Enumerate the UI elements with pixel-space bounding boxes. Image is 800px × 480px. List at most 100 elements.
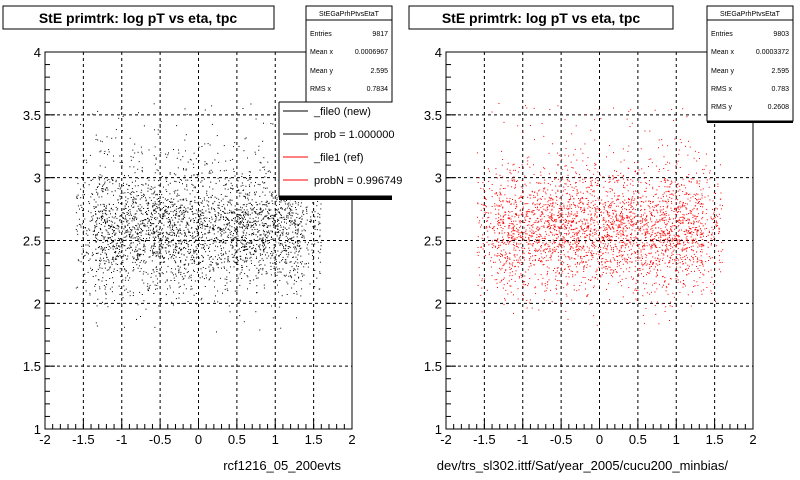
scatter-point (623, 184, 624, 186)
scatter-point (92, 230, 94, 232)
scatter-point (568, 208, 570, 210)
scatter-point (255, 248, 257, 250)
scatter-point (120, 108, 122, 110)
scatter-point (135, 231, 136, 233)
scatter-point (83, 159, 85, 161)
scatter-point (176, 235, 177, 237)
scatter-point (137, 223, 139, 225)
scatter-point (157, 231, 159, 233)
scatter-point (76, 230, 78, 232)
scatter-point (209, 144, 211, 146)
scatter-point (605, 235, 607, 237)
scatter-point (188, 263, 190, 265)
scatter-point (150, 225, 152, 227)
scatter-point (262, 250, 264, 252)
scatter-point (543, 188, 545, 190)
scatter-point (192, 237, 194, 239)
scatter-point (288, 212, 290, 213)
scatter-point (243, 261, 245, 263)
scatter-point (266, 252, 268, 254)
scatter-point (613, 231, 615, 233)
scatter-point (663, 284, 664, 286)
scatter-point (229, 202, 231, 204)
scatter-point (214, 201, 216, 203)
scatter-point (192, 207, 193, 209)
scatter-point (154, 238, 155, 240)
scatter-point (309, 220, 311, 222)
scatter-point (622, 222, 624, 224)
scatter-point (676, 266, 677, 268)
scatter-point (102, 185, 103, 187)
scatter-point (113, 260, 115, 262)
scatter-point (716, 245, 718, 247)
scatter-point (529, 262, 531, 264)
scatter-point (285, 244, 287, 246)
scatter-point (642, 248, 644, 250)
x-tick-label: -2 (39, 432, 51, 447)
scatter-point (575, 206, 577, 208)
scatter-point (520, 220, 522, 222)
scatter-point (93, 199, 95, 201)
scatter-point (174, 261, 176, 263)
scatter-point (138, 265, 140, 267)
scatter-point (651, 265, 652, 267)
scatter-point (225, 169, 227, 171)
scatter-point (286, 253, 288, 255)
scatter-point (696, 160, 698, 162)
scatter-point (98, 265, 100, 267)
scatter-point (160, 120, 162, 122)
scatter-point (156, 288, 158, 290)
scatter-point (89, 220, 91, 222)
scatter-point (526, 215, 528, 217)
scatter-point (169, 254, 171, 255)
scatter-point (696, 180, 698, 182)
scatter-point (258, 145, 260, 147)
scatter-point (108, 269, 110, 271)
scatter-point (162, 217, 164, 219)
scatter-point (688, 140, 689, 142)
scatter-point (165, 236, 166, 238)
scatter-point (267, 161, 269, 163)
scatter-point (537, 250, 539, 252)
scatter-point (568, 233, 569, 235)
scatter-point (260, 254, 262, 256)
scatter-point (248, 178, 250, 180)
scatter-point (540, 174, 542, 176)
scatter-point (197, 267, 199, 269)
scatter-point (144, 251, 146, 253)
scatter-point (110, 220, 112, 222)
scatter-point (85, 227, 86, 229)
scatter-point (606, 234, 608, 236)
scatter-point (156, 231, 158, 233)
scatter-point (632, 279, 634, 280)
scatter-point (296, 217, 298, 218)
scatter-point (246, 177, 247, 179)
scatter-point (560, 206, 562, 208)
scatter-point (176, 228, 178, 230)
scatter-point (568, 227, 570, 229)
scatter-point (98, 176, 100, 178)
scatter-point (242, 239, 243, 241)
scatter-point (95, 201, 97, 203)
scatter-point (607, 233, 608, 235)
scatter-point (256, 277, 258, 279)
scatter-point (282, 244, 284, 246)
scatter-point (221, 234, 223, 236)
scatter-point (81, 177, 83, 178)
scatter-point (261, 240, 263, 242)
scatter-point (119, 220, 121, 222)
scatter-point (701, 261, 703, 263)
scatter-point (634, 213, 636, 215)
scatter-point (112, 227, 114, 228)
scatter-point (256, 244, 258, 246)
scatter-point (595, 200, 597, 201)
scatter-point (190, 288, 192, 290)
scatter-point (317, 250, 319, 252)
scatter-point (602, 252, 604, 254)
scatter-point (552, 220, 554, 222)
scatter-point (98, 211, 100, 213)
scatter-point (125, 232, 127, 233)
scatter-point (164, 261, 166, 263)
scatter-point (190, 208, 192, 210)
scatter-point (602, 253, 604, 255)
